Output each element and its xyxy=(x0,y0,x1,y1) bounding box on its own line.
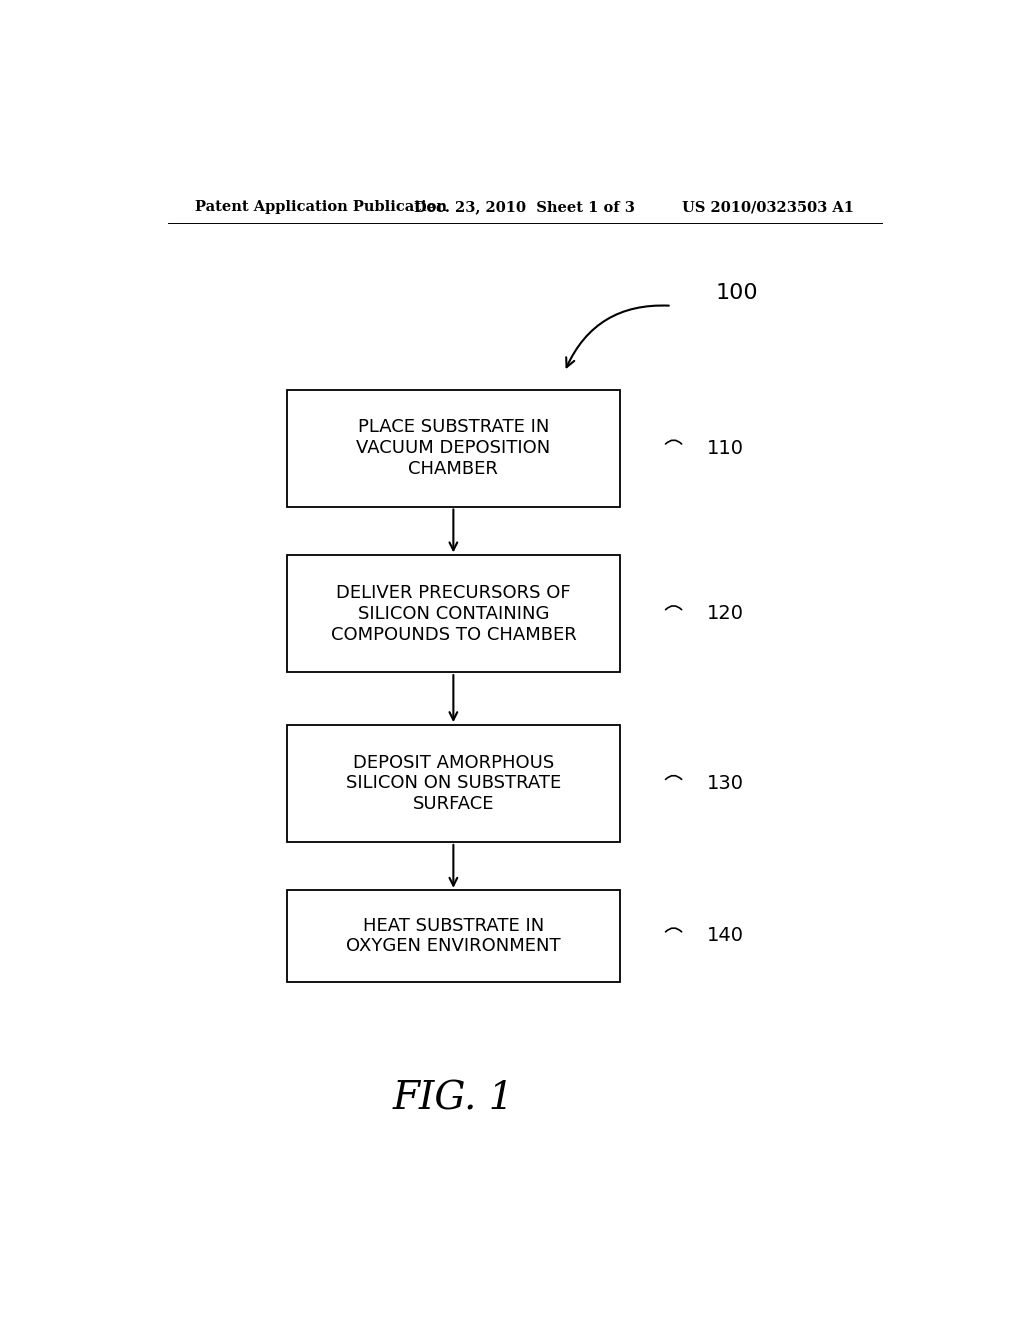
Text: DELIVER PRECURSORS OF
SILICON CONTAINING
COMPOUNDS TO CHAMBER: DELIVER PRECURSORS OF SILICON CONTAINING… xyxy=(331,583,577,644)
FancyBboxPatch shape xyxy=(287,725,620,842)
Text: 120: 120 xyxy=(708,605,744,623)
FancyBboxPatch shape xyxy=(287,556,620,672)
Text: Patent Application Publication: Patent Application Publication xyxy=(196,201,447,214)
FancyBboxPatch shape xyxy=(287,389,620,507)
Text: 140: 140 xyxy=(708,927,744,945)
FancyBboxPatch shape xyxy=(287,890,620,982)
Text: US 2010/0323503 A1: US 2010/0323503 A1 xyxy=(682,201,854,214)
Text: 110: 110 xyxy=(708,438,744,458)
Text: FIG. 1: FIG. 1 xyxy=(392,1080,514,1117)
Text: HEAT SUBSTRATE IN
OXYGEN ENVIRONMENT: HEAT SUBSTRATE IN OXYGEN ENVIRONMENT xyxy=(346,916,561,956)
Text: DEPOSIT AMORPHOUS
SILICON ON SUBSTRATE
SURFACE: DEPOSIT AMORPHOUS SILICON ON SUBSTRATE S… xyxy=(346,754,561,813)
Text: 130: 130 xyxy=(708,774,744,793)
Text: PLACE SUBSTRATE IN
VACUUM DEPOSITION
CHAMBER: PLACE SUBSTRATE IN VACUUM DEPOSITION CHA… xyxy=(356,418,551,478)
Text: 100: 100 xyxy=(715,282,758,302)
Text: Dec. 23, 2010  Sheet 1 of 3: Dec. 23, 2010 Sheet 1 of 3 xyxy=(415,201,635,214)
